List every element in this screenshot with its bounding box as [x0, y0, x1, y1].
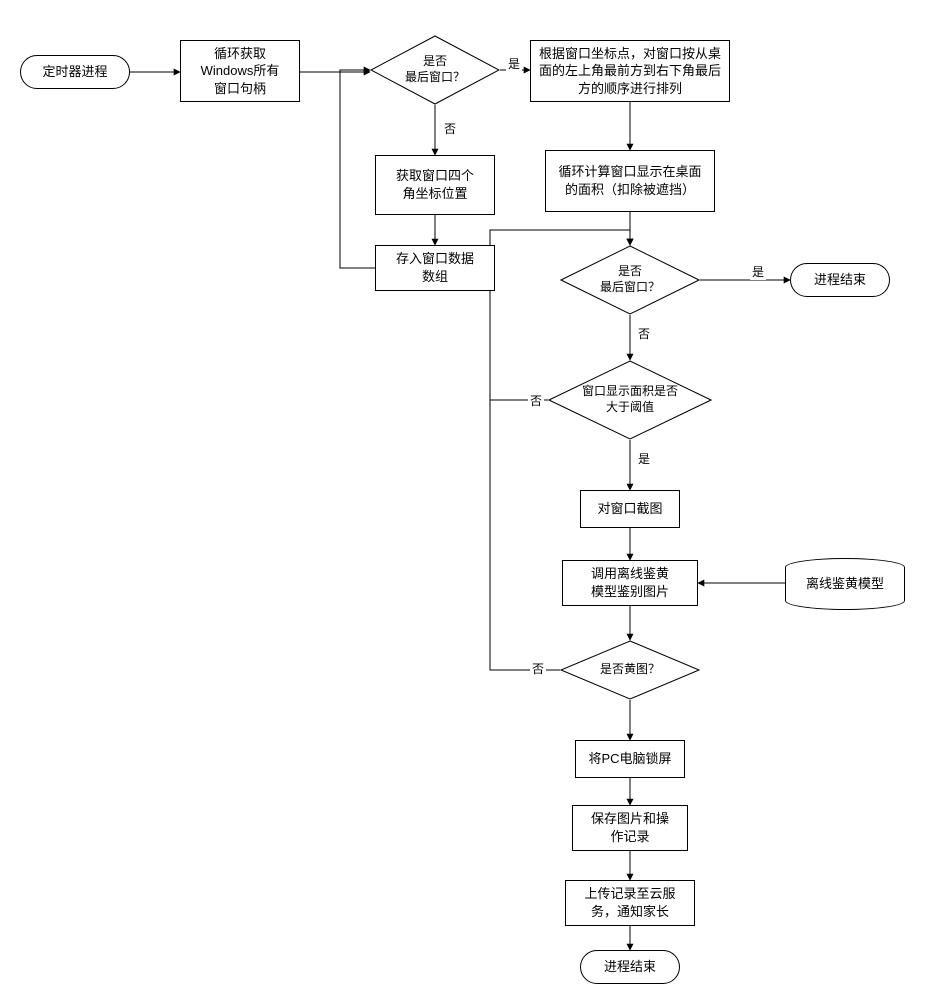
n_timer: 定时器进程	[20, 55, 130, 89]
l_d3_no: 否	[528, 392, 544, 409]
n_model: 离线鉴黄模型	[785, 558, 905, 610]
n_get-label: 循环获取Windows所有窗口句柄	[201, 45, 280, 98]
n_d4-label: 是否黄图？	[560, 640, 700, 700]
n_d4: 是否黄图？	[560, 640, 700, 700]
n_upload: 上传记录至云服务，通知家长	[565, 880, 695, 926]
n_store-label: 存入窗口数据数组	[396, 250, 474, 285]
n_lock-label: 将PC电脑锁屏	[588, 750, 671, 768]
n_area-label: 循环计算窗口显示在桌面的面积（扣除被遮挡）	[558, 163, 701, 198]
n_upload-label: 上传记录至云服务，通知家长	[584, 885, 675, 920]
n_end2: 进程结束	[580, 950, 680, 984]
l_d2_no: 否	[636, 325, 652, 342]
n_timer-label: 定时器进程	[42, 63, 107, 81]
n_save-label: 保存图片和操作记录	[591, 810, 669, 845]
l_d4_no: 否	[530, 660, 546, 677]
n_lock: 将PC电脑锁屏	[575, 740, 685, 778]
l_d1_no: 否	[442, 120, 458, 137]
n_sort-label: 根据窗口坐标点，对窗口按从桌面的左上角最前方到右下角最后方的顺序进行排列	[539, 45, 721, 98]
n_end1-label: 进程结束	[814, 271, 866, 289]
n_sort: 根据窗口坐标点，对窗口按从桌面的左上角最前方到右下角最后方的顺序进行排列	[530, 40, 730, 102]
n_call: 调用离线鉴黄模型鉴别图片	[562, 560, 698, 606]
n_call-label: 调用离线鉴黄模型鉴别图片	[591, 565, 669, 600]
n_shot-label: 对窗口截图	[597, 500, 662, 518]
n_shot: 对窗口截图	[580, 490, 680, 528]
n_store: 存入窗口数据数组	[375, 245, 495, 291]
edges-layer	[0, 0, 935, 1000]
n_area: 循环计算窗口显示在桌面的面积（扣除被遮挡）	[545, 150, 715, 212]
n_end1: 进程结束	[790, 263, 890, 297]
n_d2: 是否最后窗口？	[560, 245, 700, 315]
n_get: 循环获取Windows所有窗口句柄	[180, 40, 300, 102]
n_d3: 窗口显示面积是否大于阈值	[548, 360, 712, 440]
n_d3-label: 窗口显示面积是否大于阈值	[548, 360, 712, 440]
n_save: 保存图片和操作记录	[572, 805, 688, 851]
l_d1_yes: 是	[506, 55, 522, 72]
l_d2_yes: 是	[750, 263, 766, 280]
n_d1-label: 是否最后窗口？	[370, 35, 500, 105]
n_corners: 获取窗口四个角坐标位置	[375, 155, 495, 215]
n_end2-label: 进程结束	[604, 958, 656, 976]
l_d3_yes: 是	[636, 450, 652, 467]
n_d2-label: 是否最后窗口？	[560, 245, 700, 315]
n_corners-label: 获取窗口四个角坐标位置	[396, 167, 474, 202]
n_model-label: 离线鉴黄模型	[806, 575, 884, 593]
n_d1: 是否最后窗口？	[370, 35, 500, 105]
